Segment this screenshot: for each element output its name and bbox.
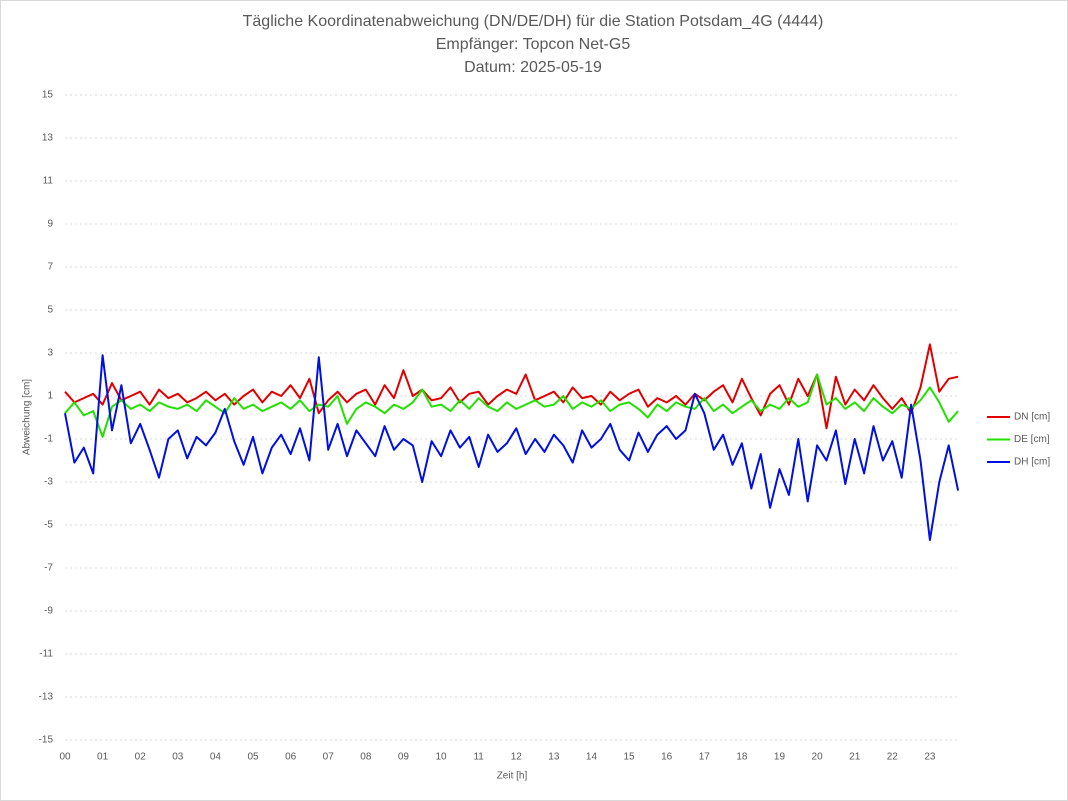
y-tick-label: -13 (39, 692, 54, 703)
y-tick-label: -5 (44, 520, 53, 531)
x-tick-label: 23 (924, 752, 936, 763)
y-tick-label: -9 (44, 606, 53, 617)
x-tick-label: 02 (135, 752, 147, 763)
y-tick-label: 11 (43, 176, 54, 187)
y-tick-label: 15 (42, 90, 54, 101)
x-tick-label: 19 (774, 752, 786, 763)
x-tick-label: 17 (699, 752, 711, 763)
x-tick-label: 04 (210, 752, 222, 763)
x-tick-label: 21 (849, 752, 861, 763)
y-axis-label: Abweichung [cm] (22, 379, 33, 455)
y-tick-label: 7 (47, 262, 53, 273)
chart-title: Tägliche Koordinatenabweichung (DN/DE/DH… (243, 13, 824, 30)
chart-subtitle: Empfänger: Topcon Net-G5 (436, 36, 631, 53)
x-tick-label: 06 (285, 752, 297, 763)
x-tick-label: 09 (398, 752, 410, 763)
x-tick-label: 07 (323, 752, 335, 763)
data-line (64, 343, 959, 430)
y-tick-label: -15 (39, 735, 54, 746)
x-tick-label: 12 (511, 752, 523, 763)
legend-label: DH [cm] (1014, 457, 1050, 468)
y-tick-label: 3 (47, 348, 53, 359)
y-tick-label: -1 (44, 434, 53, 445)
x-tick-label: 00 (59, 752, 71, 763)
x-tick-label: 11 (473, 752, 484, 763)
legend-label: DN [cm] (1014, 412, 1050, 423)
y-tick-label: 5 (47, 305, 53, 316)
x-tick-label: 03 (172, 752, 184, 763)
x-tick-label: 08 (360, 752, 372, 763)
x-tick-label: 05 (247, 752, 259, 763)
y-tick-label: -7 (44, 563, 53, 574)
y-tick-label: -3 (44, 477, 53, 488)
x-tick-label: 22 (887, 752, 899, 763)
x-tick-label: 14 (586, 752, 598, 763)
data-line (64, 373, 959, 438)
x-tick-label: 01 (97, 752, 109, 763)
x-tick-label: 15 (624, 752, 636, 763)
data-line (64, 354, 960, 541)
x-tick-label: 13 (548, 752, 560, 763)
legend-label: DE [cm] (1014, 434, 1050, 445)
x-tick-label: 20 (812, 752, 824, 763)
chart-date: Datum: 2025-05-19 (464, 59, 602, 76)
x-axis-label: Zeit [h] (497, 771, 528, 782)
y-tick-label: 9 (47, 219, 53, 230)
y-tick-label: 13 (42, 133, 54, 144)
x-tick-label: 18 (736, 752, 748, 763)
x-tick-label: 10 (435, 752, 447, 763)
y-tick-label: 1 (47, 391, 53, 402)
y-tick-label: -11 (39, 649, 53, 660)
x-tick-label: 16 (661, 752, 673, 763)
